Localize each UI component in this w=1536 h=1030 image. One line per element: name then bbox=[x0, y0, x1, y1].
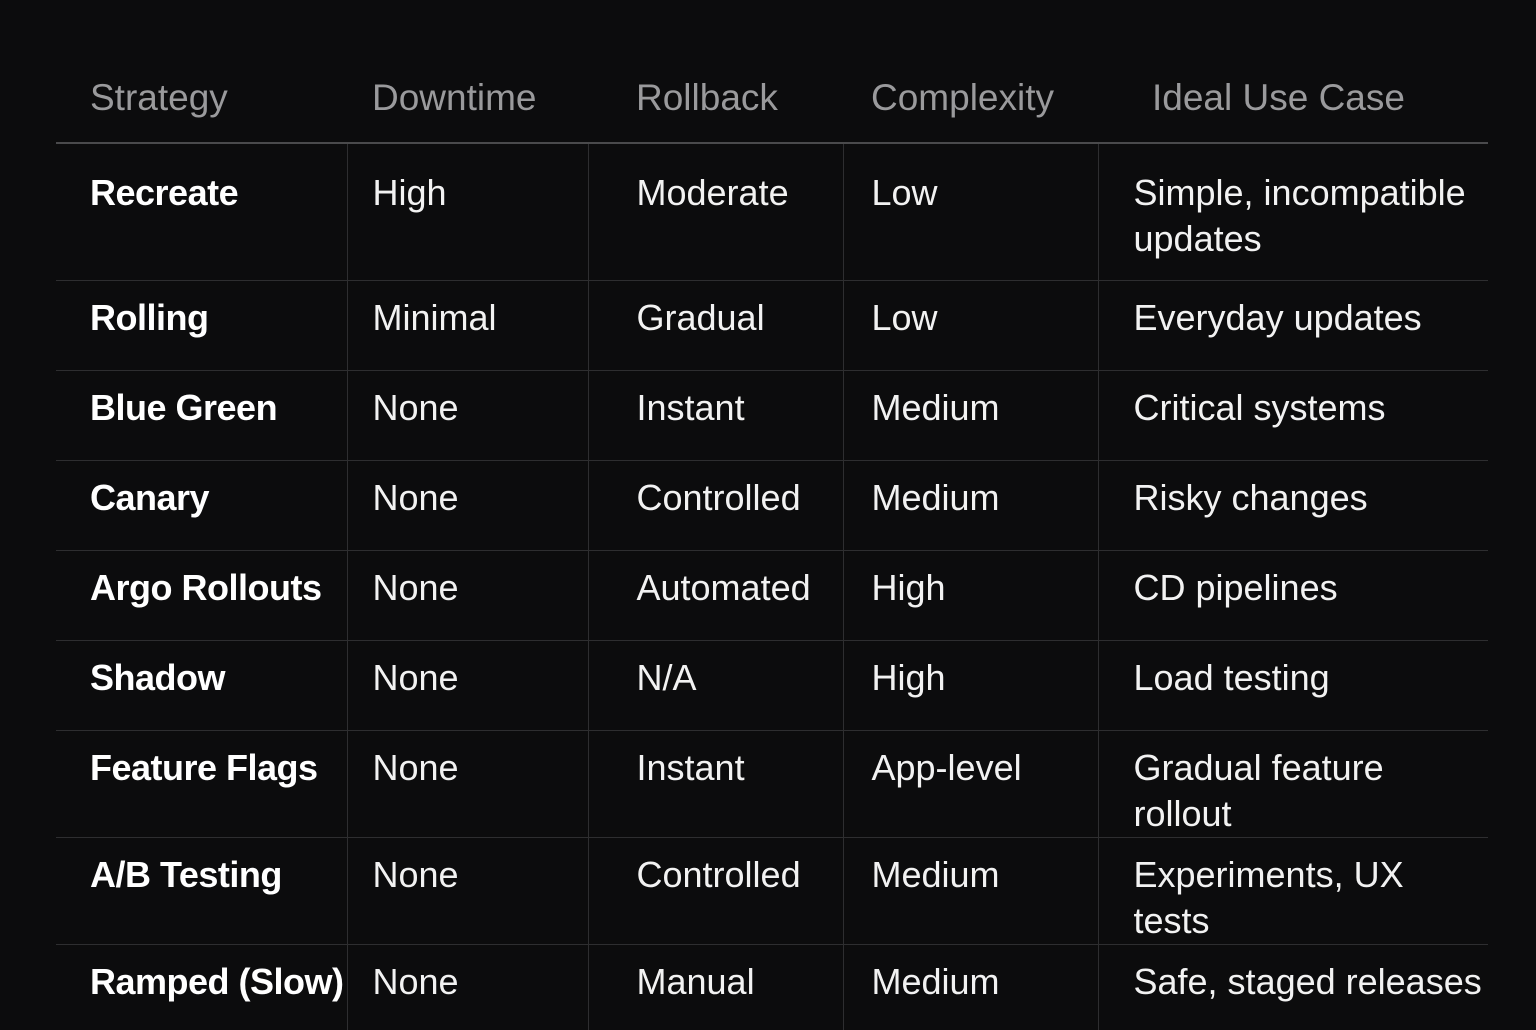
table-cell: CD pipelines bbox=[1097, 550, 1488, 641]
table-cell: Medium bbox=[842, 370, 1098, 461]
table-cell: Medium bbox=[842, 837, 1098, 945]
table-cell: Controlled bbox=[587, 837, 843, 945]
table-row: Blue Green None Instant Medium Critical syst… bbox=[56, 370, 1488, 461]
table-cell: None bbox=[346, 550, 588, 641]
table-cell: Medium bbox=[842, 944, 1098, 1030]
strategy-name-cell: Ramped (Slow) bbox=[90, 960, 344, 1002]
table-cell: Minimal bbox=[346, 280, 588, 371]
table-cell: High bbox=[842, 640, 1098, 731]
table-cell: None bbox=[346, 730, 588, 838]
table-cell: None bbox=[346, 837, 588, 945]
strategy-name-cell: Blue Green bbox=[56, 370, 347, 461]
table-row: Feature Flags None Instant App-level Gradual… bbox=[56, 730, 1488, 838]
column-header-strategy: Strategy bbox=[56, 58, 347, 144]
column-header-rollback: Rollback bbox=[588, 58, 843, 144]
strategy-name-cell: Rolling bbox=[56, 280, 347, 371]
table-cell: Low bbox=[842, 143, 1098, 281]
table-cell: High bbox=[842, 550, 1098, 641]
table-cell: None bbox=[346, 944, 588, 1030]
table-cell: Manual bbox=[587, 944, 843, 1030]
table-cell: None bbox=[346, 460, 588, 551]
table-cell: N/A bbox=[587, 640, 843, 731]
table-cell: Low bbox=[842, 280, 1098, 371]
table-row: Argo Rollouts None Automated High CD pipelin… bbox=[56, 550, 1488, 641]
strategy-name-cell: A/B Testing bbox=[56, 837, 347, 945]
table-cell: Safe, staged releases bbox=[1097, 944, 1488, 1030]
column-header-ideal-use-case: Ideal Use Case bbox=[1098, 58, 1488, 144]
table-row: Shadow None N/A High Load testing bbox=[56, 640, 1488, 731]
table-cell: None bbox=[346, 370, 588, 461]
table-cell: Automated bbox=[587, 550, 843, 641]
table-cell: Instant bbox=[587, 730, 843, 838]
table-cell: Critical systems bbox=[1097, 370, 1488, 461]
table-cell: Risky changes bbox=[1097, 460, 1488, 551]
table-row: Recreate High Moderate Low Simple, incompati… bbox=[56, 143, 1488, 281]
strategy-name-cell: Argo Rollouts bbox=[56, 550, 347, 641]
table-cell: Experiments, UX tests bbox=[1097, 837, 1488, 945]
table-cell: Controlled bbox=[587, 460, 843, 551]
strategy-name-cell: Recreate bbox=[56, 143, 347, 281]
table-cell: Everyday updates bbox=[1097, 280, 1488, 371]
table-cell: App-level bbox=[842, 730, 1098, 838]
strategy-name-cell: Canary bbox=[56, 460, 347, 551]
column-header-downtime: Downtime bbox=[347, 58, 588, 144]
table-cell: None bbox=[346, 640, 588, 731]
deployment-strategies-table: Strategy Downtime Rollback Complexity Ideal … bbox=[56, 58, 1488, 1030]
column-header-complexity: Complexity bbox=[843, 58, 1098, 144]
table-row: Rolling Minimal Gradual Low Everyday updates bbox=[56, 280, 1488, 371]
table-cell: Moderate bbox=[587, 143, 843, 281]
table-cell: High bbox=[346, 143, 588, 281]
header-row: Strategy Downtime Rollback Complexity Ideal … bbox=[56, 58, 1488, 144]
strategy-name-cell: Feature Flags bbox=[56, 730, 347, 838]
table-row: Canary None Controlled Medium Risky changes bbox=[56, 460, 1488, 551]
table-cell: Gradual bbox=[587, 280, 843, 371]
table-cell: Simple, incompatible updates bbox=[1097, 143, 1488, 281]
table-cell: Instant bbox=[587, 370, 843, 461]
strategy-name-cell: Shadow bbox=[56, 640, 347, 731]
table-row: Ramped (Slow) None Manual Medium Safe, stage… bbox=[56, 944, 1488, 1030]
table-row: A/B Testing None Controlled Medium Experimen… bbox=[56, 837, 1488, 945]
table-cell: Gradual feature rollout bbox=[1097, 730, 1488, 838]
table-cell: Load testing bbox=[1097, 640, 1488, 731]
table-cell: Medium bbox=[842, 460, 1098, 551]
